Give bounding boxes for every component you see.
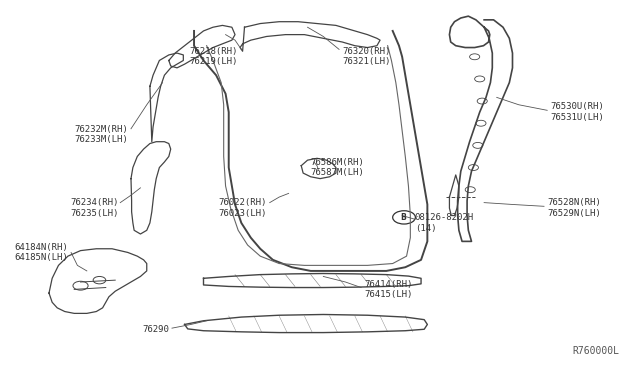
Text: 76528N(RH)
76529N(LH): 76528N(RH) 76529N(LH) xyxy=(547,198,601,218)
Text: 76530U(RH)
76531U(LH): 76530U(RH) 76531U(LH) xyxy=(550,102,604,122)
Text: 76290: 76290 xyxy=(142,326,169,334)
Text: 76586M(RH)
76587M(LH): 76586M(RH) 76587M(LH) xyxy=(310,158,364,177)
Text: 76218(RH)
76219(LH): 76218(RH) 76219(LH) xyxy=(190,47,238,67)
Text: B: B xyxy=(400,212,406,221)
Text: 76022(RH)
76023(LH): 76022(RH) 76023(LH) xyxy=(218,198,267,218)
Text: R760000L: R760000L xyxy=(573,346,620,356)
Text: 76320(RH)
76321(LH): 76320(RH) 76321(LH) xyxy=(342,47,390,67)
Text: 64184N(RH)
64185N(LH): 64184N(RH) 64185N(LH) xyxy=(14,243,68,262)
Text: 76414(RH)
76415(LH): 76414(RH) 76415(LH) xyxy=(364,280,413,299)
Text: 08126-8202H
(14): 08126-8202H (14) xyxy=(415,213,474,232)
Text: 76234(RH)
76235(LH): 76234(RH) 76235(LH) xyxy=(70,198,118,218)
Text: 76232M(RH)
76233M(LH): 76232M(RH) 76233M(LH) xyxy=(74,125,128,144)
